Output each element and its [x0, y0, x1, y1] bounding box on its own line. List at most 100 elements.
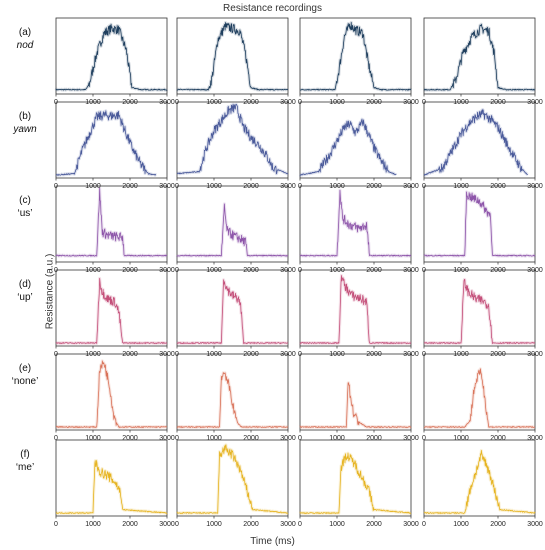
x-tick-label: 1000	[85, 521, 101, 528]
signal-line	[423, 450, 536, 514]
panel: 0 1000 2000 3000	[175, 439, 296, 528]
signal-band	[54, 459, 169, 516]
row-label: (a) nod	[0, 26, 50, 52]
x-tick-label: 1000	[329, 267, 345, 274]
signal-line	[299, 452, 412, 514]
x-tick-label: 2000	[490, 521, 506, 528]
x-tick-label: 1000	[85, 99, 101, 106]
row-name: yawn	[13, 124, 37, 135]
figure-title: Resistance recordings	[223, 3, 322, 14]
signal-line	[176, 203, 289, 257]
row-letter: (b)	[18, 111, 32, 122]
panel-frame	[423, 353, 536, 431]
panel-frame	[423, 439, 536, 517]
row-label: (e) ‘none’	[0, 362, 50, 388]
panel-frame	[299, 101, 412, 179]
signal-band	[54, 359, 169, 430]
x-tick-label: 3000	[403, 435, 419, 442]
panel: 0 1000 2000 3000	[298, 439, 419, 528]
panel: 0 1000 2000 3000	[175, 353, 296, 442]
row-label: (d) ‘up’	[0, 278, 50, 304]
x-tick-label: 1000	[85, 267, 101, 274]
panel-frame	[55, 353, 168, 431]
x-tick-label: 2000	[490, 351, 506, 358]
signal-line	[55, 460, 168, 514]
panel-frame	[423, 101, 536, 179]
panel-frame	[299, 353, 412, 431]
signal-band	[298, 117, 398, 177]
panel-frame	[176, 185, 289, 263]
signal-band	[54, 276, 169, 346]
x-tick-label: 1000	[85, 351, 101, 358]
x-tick-label: 2000	[490, 99, 506, 106]
x-tick-label: 1000	[453, 435, 469, 442]
panel: 0 1000 2000 3000	[175, 185, 296, 274]
x-tick-label: 2000	[243, 521, 259, 528]
row-letter: (d)	[18, 279, 32, 290]
x-tick-label: 1000	[206, 183, 222, 190]
x-tick-label: 1000	[206, 267, 222, 274]
panel: 0 1000 2000 3000	[422, 185, 543, 274]
row-name: ‘none’	[11, 376, 39, 387]
panel-frame	[299, 17, 412, 95]
x-tick-label: 3000	[159, 521, 175, 528]
x-tick-label: 2000	[243, 435, 259, 442]
panel: 0 1000 2000 3000	[422, 439, 543, 528]
panel: 0 1000 2000 3000	[175, 269, 296, 358]
x-tick-label: 2000	[366, 521, 382, 528]
row-name: ‘me’	[15, 462, 35, 473]
x-tick-label: 0	[422, 435, 426, 442]
x-tick-label: 1000	[453, 267, 469, 274]
signal-band	[298, 381, 413, 430]
signal-line	[423, 368, 536, 428]
panel: 0 1000 2000 3000	[298, 353, 419, 442]
signal-band	[175, 202, 290, 258]
x-tick-label: 0	[298, 435, 302, 442]
row-letter: (e)	[18, 363, 32, 374]
signal-band	[422, 107, 529, 177]
signal-line	[423, 278, 536, 344]
signal-band	[175, 371, 290, 430]
panel-frame	[299, 269, 412, 347]
x-tick-label: 2000	[122, 99, 138, 106]
panel: 0 1000 2000 3000	[422, 101, 543, 190]
row-name: ‘up’	[17, 292, 33, 303]
signal-line	[55, 110, 157, 176]
x-tick-label: 0	[422, 521, 426, 528]
panel-frame	[423, 269, 536, 347]
x-axis-label: Time (ms)	[250, 536, 295, 547]
signal-band	[298, 273, 413, 346]
row-letter: (f)	[20, 449, 30, 460]
x-tick-label: 1000	[453, 521, 469, 528]
panel-frame	[55, 101, 168, 179]
panel-frame	[55, 185, 168, 263]
x-tick-label: 2000	[243, 267, 259, 274]
signal-band	[54, 186, 169, 258]
panel-frame	[299, 185, 412, 263]
x-tick-label: 2000	[490, 267, 506, 274]
row-letter: (c)	[19, 195, 31, 206]
panel: 0 1000 2000 3000	[422, 353, 543, 442]
x-tick-label: 1000	[206, 435, 222, 442]
signal-band	[175, 443, 290, 516]
panel: 0 1000 2000 3000	[54, 185, 175, 274]
x-tick-label: 1000	[453, 351, 469, 358]
signal-band	[175, 278, 290, 346]
row-letter: (a)	[18, 27, 32, 38]
panel: 0 1000 2000 3000	[175, 17, 296, 106]
panel: 0 1000 2000 3000	[422, 269, 543, 358]
x-tick-label: 0	[175, 521, 179, 528]
x-tick-label: 2000	[122, 267, 138, 274]
signal-line	[299, 189, 412, 257]
panel: 0 1000 2000 3000	[298, 269, 419, 358]
row-name: nod	[16, 40, 34, 51]
x-tick-label: 1000	[329, 435, 345, 442]
x-tick-label: 2000	[243, 99, 259, 106]
panel-frame	[423, 185, 536, 263]
panel-frame	[176, 353, 289, 431]
signal-line	[423, 191, 536, 257]
x-tick-label: 2000	[122, 183, 138, 190]
signal-line	[299, 275, 412, 344]
x-tick-label: 3000	[159, 435, 175, 442]
panel: 0 1000 2000 3000	[298, 185, 419, 274]
